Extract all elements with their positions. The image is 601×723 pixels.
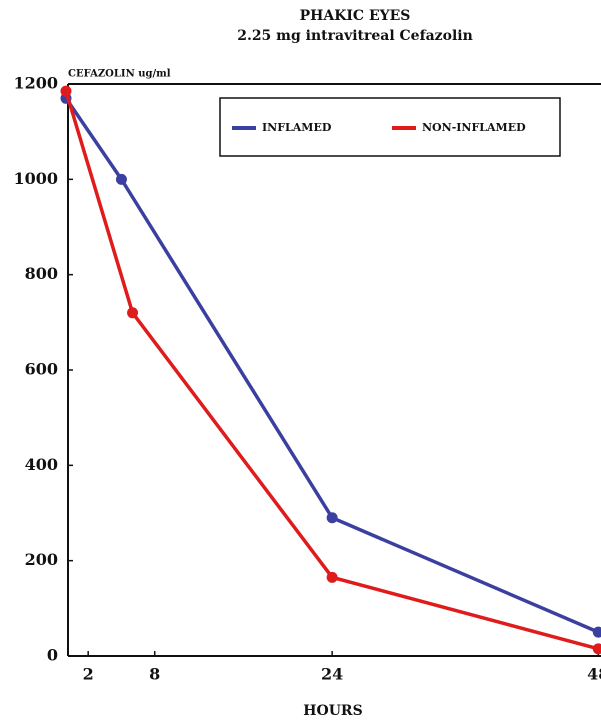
y-tick-label: 600 (25, 360, 58, 379)
chart-title: PHAKIC EYES (300, 8, 411, 24)
y-tick-label: 0 (47, 646, 58, 665)
data-point (326, 512, 338, 524)
y-tick-label: 200 (25, 550, 58, 569)
x-tick-label: 48 (587, 665, 601, 684)
chart-subtitle: 2.25 mg intravitreal Cefazolin (237, 28, 473, 44)
x-tick-label: 8 (149, 665, 160, 684)
y-axis-label: CEFAZOLIN ug/ml (68, 69, 171, 80)
x-tick-label: 2 (83, 665, 94, 684)
legend-box (219, 97, 561, 157)
y-tick-label: 800 (25, 264, 58, 283)
y-tick-label: 1200 (13, 74, 58, 93)
data-point (326, 571, 338, 583)
legend-label: NON-INFLAMED (422, 121, 526, 134)
data-point (115, 173, 127, 185)
data-point (592, 643, 601, 655)
data-point (60, 85, 72, 97)
x-axis-label: HOURS (303, 703, 362, 719)
data-point (592, 626, 601, 638)
x-tick-label: 24 (321, 665, 343, 684)
series-line (64, 90, 599, 651)
y-tick-label: 1000 (13, 169, 58, 188)
legend-label: INFLAMED (262, 121, 332, 134)
data-point (127, 307, 139, 319)
series-line (64, 97, 599, 634)
y-tick-label: 400 (25, 455, 58, 474)
